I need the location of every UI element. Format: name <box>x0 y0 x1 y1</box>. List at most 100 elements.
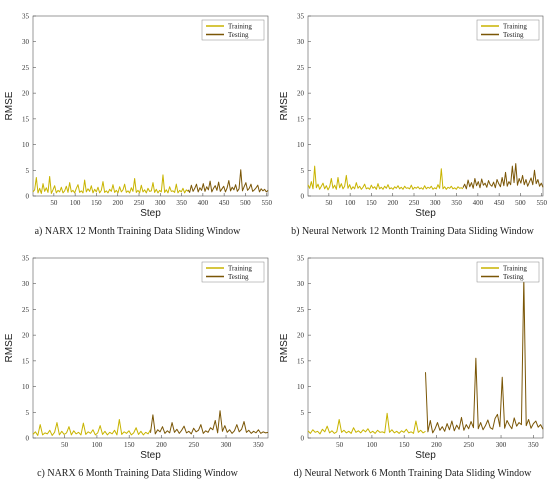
x-axis-label: Step <box>415 208 436 219</box>
y-tick-label: 25 <box>297 64 305 72</box>
x-tick-label: 250 <box>189 441 200 449</box>
x-tick-label: 50 <box>336 441 344 449</box>
x-tick-label: 100 <box>345 199 356 207</box>
y-tick-label: 30 <box>22 280 30 288</box>
y-tick-label: 30 <box>297 280 305 288</box>
y-tick-label: 0 <box>301 193 305 201</box>
x-tick-label: 150 <box>399 441 410 449</box>
x-tick-label: 500 <box>515 199 526 207</box>
y-tick-label: 30 <box>297 38 305 46</box>
x-tick-label: 50 <box>50 199 58 207</box>
x-tick-label: 450 <box>494 199 505 207</box>
legend-label-training: Training <box>503 23 527 31</box>
y-tick-label: 20 <box>297 90 305 98</box>
plot-area <box>32 15 269 197</box>
x-tick-label: 100 <box>70 199 81 207</box>
y-tick-label: 5 <box>301 167 305 175</box>
x-tick-label: 200 <box>431 441 442 449</box>
series-line-training <box>32 418 151 436</box>
x-tick-label: 50 <box>325 199 333 207</box>
x-tick-label: 250 <box>134 199 145 207</box>
series-line-training <box>307 412 426 435</box>
caption-a: a) NARX 12 Month Training Data Sliding W… <box>34 226 241 237</box>
x-axis-label: Step <box>415 450 436 461</box>
panel-b: 0 5 10 15 20 25 30 35 50 100 150 200 250 300 350 400 450… <box>275 0 550 241</box>
y-tick-label: 30 <box>22 38 30 46</box>
panel-a: 0 5 10 15 20 25 30 35 50 100 150 200 250 300 350 400 450… <box>0 0 275 241</box>
chart-d: 0 5 10 15 20 25 30 35 50 100 150 200 250 300 350 Step RM… <box>279 255 544 461</box>
series-line-training <box>307 165 464 191</box>
plot-area <box>307 15 544 197</box>
x-tick-label: 200 <box>112 199 123 207</box>
y-axis-label: RMSE <box>279 91 290 120</box>
series-line-testing <box>150 410 269 435</box>
chart-b: 0 5 10 15 20 25 30 35 50 100 150 200 250 300 350 400 450… <box>279 13 547 220</box>
x-tick-label: 550 <box>536 199 547 207</box>
y-tick-label: 35 <box>22 255 30 263</box>
x-tick-label: 300 <box>430 199 441 207</box>
y-tick-label: 20 <box>22 90 30 98</box>
y-tick-label: 10 <box>297 141 305 149</box>
legend-label-testing: Testing <box>503 31 524 39</box>
caption-b: b) Neural Network 12 Month Training Data… <box>291 226 534 237</box>
series-line-testing <box>425 278 544 434</box>
y-tick-label: 15 <box>22 115 30 123</box>
x-tick-label: 300 <box>221 441 232 449</box>
y-tick-label: 15 <box>22 357 30 365</box>
x-tick-label: 50 <box>61 441 69 449</box>
caption-c: c) NARX 6 Month Training Data Sliding Wi… <box>37 468 238 479</box>
panel-d: 0 5 10 15 20 25 30 35 50 100 150 200 250 300 350 Step RM… <box>275 242 550 483</box>
series-line-testing <box>187 169 269 193</box>
legend-label-training: Training <box>503 265 527 273</box>
x-tick-label: 250 <box>464 441 475 449</box>
caption-d: d) Neural Network 6 Month Training Data … <box>293 468 532 479</box>
x-tick-label: 500 <box>240 199 251 207</box>
legend-label-training: Training <box>228 23 252 31</box>
x-tick-label: 300 <box>496 441 507 449</box>
y-tick-label: 25 <box>22 64 30 72</box>
x-tick-label: 450 <box>219 199 230 207</box>
x-tick-label: 350 <box>451 199 462 207</box>
y-tick-label: 5 <box>301 409 305 417</box>
y-tick-label: 20 <box>22 332 30 340</box>
x-tick-label: 150 <box>124 441 135 449</box>
plot-area <box>32 257 269 439</box>
legend-label-training: Training <box>228 265 252 273</box>
y-axis-label: RMSE <box>4 91 15 120</box>
y-tick-label: 0 <box>26 193 30 201</box>
x-tick-label: 100 <box>92 441 103 449</box>
y-tick-label: 10 <box>22 141 30 149</box>
y-tick-label: 10 <box>297 383 305 391</box>
x-tick-label: 350 <box>176 199 187 207</box>
x-tick-label: 150 <box>366 199 377 207</box>
x-tick-label: 200 <box>387 199 398 207</box>
series-line-training <box>32 174 189 194</box>
legend-label-testing: Testing <box>228 31 249 39</box>
chart-a: 0 5 10 15 20 25 30 35 50 100 150 200 250 300 350 400 450… <box>4 13 272 220</box>
x-tick-label: 550 <box>261 199 272 207</box>
x-tick-label: 200 <box>156 441 167 449</box>
plot-area <box>307 257 544 439</box>
y-tick-label: 10 <box>22 383 30 391</box>
y-tick-label: 0 <box>26 435 30 443</box>
y-tick-label: 5 <box>26 167 30 175</box>
y-tick-label: 5 <box>26 409 30 417</box>
x-axis-label: Step <box>140 450 161 461</box>
y-tick-label: 0 <box>301 435 305 443</box>
x-axis-label: Step <box>140 208 161 219</box>
legend-label-testing: Testing <box>228 273 249 281</box>
y-tick-label: 35 <box>22 13 30 21</box>
x-tick-label: 100 <box>367 441 378 449</box>
x-tick-label: 350 <box>528 441 539 449</box>
y-tick-label: 25 <box>22 306 30 314</box>
y-axis-label: RMSE <box>279 333 290 362</box>
x-tick-label: 250 <box>409 199 420 207</box>
x-tick-label: 400 <box>473 199 484 207</box>
chart-c: 0 5 10 15 20 25 30 35 50 100 150 200 250 300 350 Step RM… <box>4 255 269 461</box>
y-tick-label: 35 <box>297 255 305 263</box>
x-tick-label: 300 <box>155 199 166 207</box>
